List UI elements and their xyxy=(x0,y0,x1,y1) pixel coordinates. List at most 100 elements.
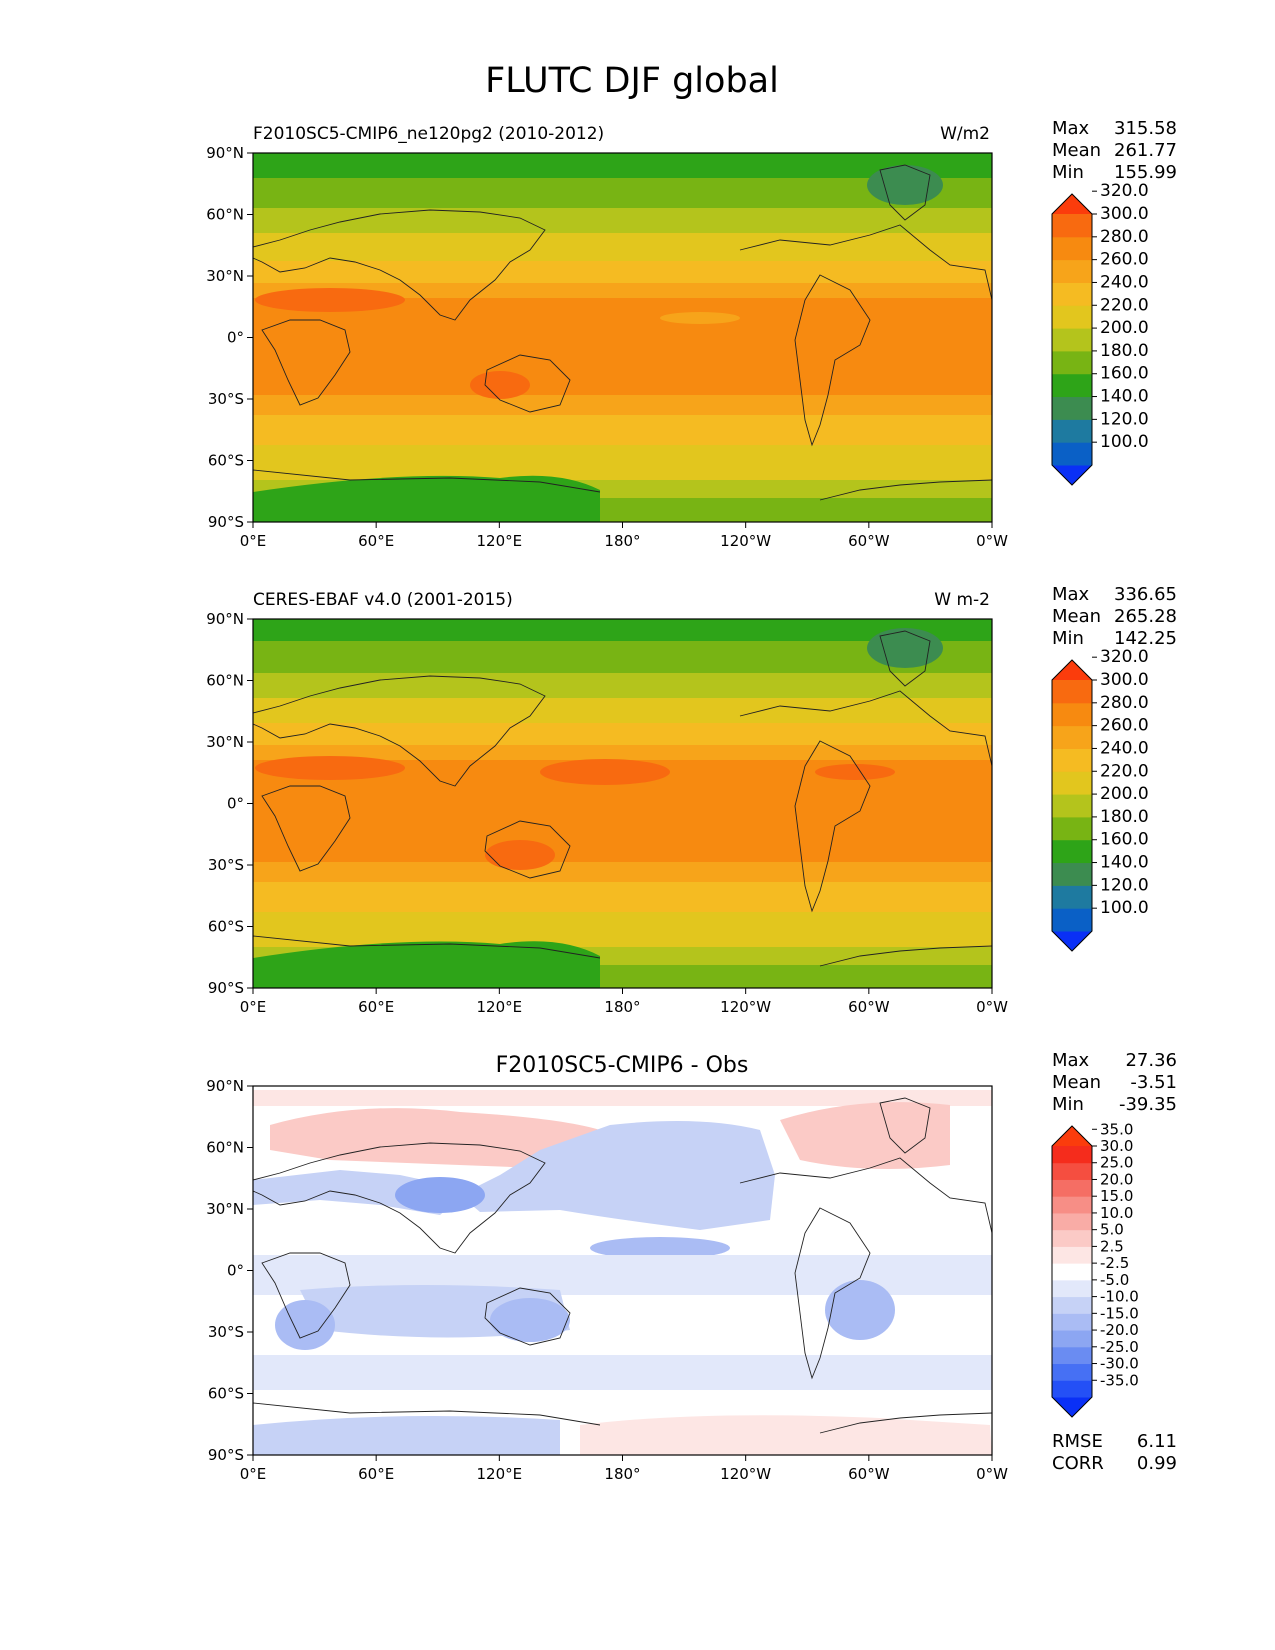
colorbar-tick-label: -35.0 xyxy=(1100,1371,1139,1389)
colorbar-swatch xyxy=(1052,885,1092,909)
colorbar-swatch xyxy=(1052,816,1092,841)
stat-max-label: Max xyxy=(1052,1050,1090,1071)
lat-tick-label: 30°N xyxy=(206,267,244,285)
stat-mean-value: 265.28 xyxy=(1114,606,1177,627)
colorbar-outline xyxy=(1051,193,1093,486)
colorbar-tick-label: 280.0 xyxy=(1100,227,1149,247)
colorbar-swatch xyxy=(1052,1313,1092,1331)
colorbar-tick-label: 300.0 xyxy=(1100,670,1149,690)
colorbar-swatch xyxy=(1052,214,1092,238)
colorbar-extend-max xyxy=(1052,660,1092,680)
stats-block: Max 315.58 Mean 261.77 Min 155.99 xyxy=(1052,118,1177,183)
colorbar-tick-label: 320.0 xyxy=(1100,181,1149,201)
lat-tick-label: 0° xyxy=(227,1262,244,1280)
lat-tick-label: 60°S xyxy=(208,452,244,470)
colorbar-tick-label: -20.0 xyxy=(1100,1321,1139,1339)
lon-tick-label: 0°W xyxy=(976,998,1008,1016)
lat-tick-label: 60°S xyxy=(208,1385,244,1403)
lat-tick-label: 30°N xyxy=(206,1200,244,1218)
lat-tick-label: 90°N xyxy=(206,144,244,162)
colorbar-tick-label: -25.0 xyxy=(1100,1338,1139,1356)
colorbar-extend-max xyxy=(1052,194,1092,214)
panel-left-title: CERES-EBAF v4.0 (2001-2015) xyxy=(253,590,513,610)
corr-value: 0.99 xyxy=(1137,1453,1177,1474)
colorbar-tick-label: 10.0 xyxy=(1100,1204,1133,1222)
lon-tick-label: 120°E xyxy=(477,1465,523,1483)
lon-tick-label: 60°W xyxy=(848,998,890,1016)
stat-max-value: 27.36 xyxy=(1125,1050,1177,1071)
colorbar-swatch xyxy=(1052,282,1092,306)
axes-obs: 90°N 60°N 30°N 0° 30°S 60°S 90°S0°E 60°E 120°E 18… xyxy=(206,610,1008,1016)
stat-min-label: Min xyxy=(1052,1094,1084,1115)
panel-units: W m-2 xyxy=(934,590,990,610)
colorbar-swatch xyxy=(1052,748,1092,772)
colorbar-tick-label: 240.0 xyxy=(1100,272,1149,292)
colorbar-tick-label: 15.0 xyxy=(1100,1187,1133,1205)
colorbar-tick-label: 200.0 xyxy=(1100,318,1149,338)
colorbar-swatch xyxy=(1052,1229,1092,1247)
colorbar-tick-label: 280.0 xyxy=(1100,693,1149,713)
panel-center-title: F2010SC5-CMIP6 - Obs xyxy=(496,1053,749,1078)
colorbar-extend-min xyxy=(1052,1397,1092,1417)
map-field-obs xyxy=(253,619,992,988)
lon-tick-label: 60°W xyxy=(848,532,890,550)
colorbar-swatch xyxy=(1052,236,1092,261)
stat-mean-label: Mean xyxy=(1052,140,1101,161)
colorbar-tick-label: -5.0 xyxy=(1100,1271,1129,1289)
lat-tick-label: 60°S xyxy=(208,918,244,936)
lon-tick-label: 60°E xyxy=(358,1465,394,1483)
colorbar-swatch xyxy=(1052,771,1092,795)
colorbar-tick-label: 5.0 xyxy=(1100,1221,1124,1239)
panel-left-title: F2010SC5-CMIP6_ne120pg2 (2010-2012) xyxy=(253,124,604,144)
stat-min-label: Min xyxy=(1052,628,1084,649)
stat-max-label: Max xyxy=(1052,584,1090,605)
colorbar-tick-label: 160.0 xyxy=(1100,364,1149,384)
colorbar-swatch xyxy=(1052,305,1092,329)
rmse-value: 6.11 xyxy=(1137,1431,1177,1452)
lat-tick-label: 30°N xyxy=(206,733,244,751)
lat-tick-label: 0° xyxy=(227,795,244,813)
lat-tick-label: 30°S xyxy=(208,856,244,874)
colorbar-tick-label: 300.0 xyxy=(1100,204,1149,224)
colorbar-swatch xyxy=(1052,839,1092,864)
lon-tick-label: 60°E xyxy=(358,998,394,1016)
colorbar-swatch xyxy=(1052,702,1092,727)
figure-title: FLUTC DJF global xyxy=(485,61,779,101)
colorbar-extend-min xyxy=(1052,931,1092,951)
colorbar-tick-label: 25.0 xyxy=(1100,1154,1133,1172)
lat-tick-label: 90°S xyxy=(208,513,244,531)
colorbar-tick-label: 120.0 xyxy=(1100,409,1149,429)
colorbar-outline xyxy=(1051,1125,1093,1418)
colorbar-extend-max xyxy=(1052,1126,1092,1146)
colorbar-tick-label: 220.0 xyxy=(1100,295,1149,315)
lon-tick-label: 60°E xyxy=(358,532,394,550)
colorbar-tick-label: 180.0 xyxy=(1100,341,1149,361)
lon-tick-label: 60°W xyxy=(848,1465,890,1483)
stat-max-value: 315.58 xyxy=(1114,118,1177,139)
colorbar-swatch xyxy=(1052,1363,1092,1381)
lon-tick-label: 180° xyxy=(604,1465,640,1483)
colorbar-tick-label: 240.0 xyxy=(1100,738,1149,758)
colorbar-tick-label: 140.0 xyxy=(1100,853,1149,873)
colorbar-tick-label: -10.0 xyxy=(1100,1288,1139,1306)
colorbar-tick-label: -30.0 xyxy=(1100,1355,1139,1373)
lon-tick-label: 120°E xyxy=(477,532,523,550)
colorbar-swatch xyxy=(1052,328,1092,352)
colorbar-diff: -35.0-30.0-25.0-20.0-15.0-10.0-5.0-2.52.… xyxy=(1051,1120,1139,1418)
colorbar-swatch xyxy=(1052,1162,1092,1180)
map-field-diff xyxy=(253,1086,992,1455)
colorbar-swatch xyxy=(1052,1196,1092,1214)
colorbar-swatch xyxy=(1052,1330,1092,1348)
colorbar-tick-label: 200.0 xyxy=(1100,784,1149,804)
lat-tick-label: 60°N xyxy=(206,206,244,224)
colorbar-swatch xyxy=(1052,1146,1092,1164)
colorbar-swatch xyxy=(1052,419,1092,443)
coastlines-model xyxy=(253,164,992,501)
colorbar-swatch xyxy=(1052,442,1092,466)
colorbar-swatch xyxy=(1052,1263,1092,1281)
colorbar-tick-label: 35.0 xyxy=(1100,1120,1133,1138)
stat-mean-label: Mean xyxy=(1052,606,1101,627)
